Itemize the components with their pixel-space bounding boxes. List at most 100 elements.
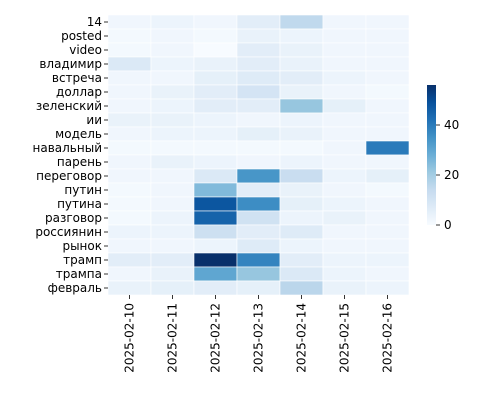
heatmap-cell [322,224,367,240]
heatmap-cell [150,112,195,128]
heatmap-cell [236,98,281,114]
heatmap-cell [365,182,410,198]
heatmap-cell [279,28,324,44]
heatmap-cell [236,14,281,30]
heatmap-cell [279,280,324,296]
heatmap-cell [193,84,238,100]
heatmap-cell [365,266,410,282]
heatmap-cell [193,280,238,296]
heatmap-cell [193,238,238,254]
heatmap-cell [193,266,238,282]
x-tick-label: 2025-02-10 [123,303,137,373]
heatmap-cell [193,140,238,156]
heatmap-cell [236,168,281,184]
heatmap-cell [279,112,324,128]
heatmap-cell [236,70,281,86]
heatmap-cell [107,266,152,282]
heatmap-cell [322,70,367,86]
heatmap-cell [107,196,152,212]
heatmap-cell [322,196,367,212]
heatmap-cell [322,210,367,226]
heatmap-cell [322,84,367,100]
heatmap-cell [193,182,238,198]
heatmap-cell [236,28,281,44]
heatmap-cell [193,252,238,268]
heatmap-cell [279,168,324,184]
y-tick-label: posted [61,29,102,43]
heatmap-cell [107,182,152,198]
heatmap-cell [150,56,195,72]
heatmap-cell [150,126,195,142]
heatmap-cell [236,266,281,282]
heatmap-cell [322,140,367,156]
colorbar-tick-label: 40 [444,118,459,132]
x-tick-label: 2025-02-15 [338,303,352,373]
heatmap-cell [279,84,324,100]
heatmap-cell [322,112,367,128]
heatmap-cell [107,280,152,296]
heatmap-cell [365,280,410,296]
heatmap-cell [279,154,324,170]
heatmap-cell [365,70,410,86]
heatmap-cell [193,98,238,114]
heatmap-cell [236,280,281,296]
heatmap-cell [150,182,195,198]
x-tick-label: 2025-02-16 [381,303,395,373]
heatmap-cell [322,14,367,30]
heatmap-cell [150,196,195,212]
heatmap-cell [322,280,367,296]
heatmap-cell [279,14,324,30]
heatmap-cell [150,266,195,282]
heatmap-cell [322,56,367,72]
heatmap-cell [236,126,281,142]
heatmap-cell [365,210,410,226]
heatmap-cell [107,28,152,44]
heatmap-cell [236,42,281,58]
heatmap-cell [279,56,324,72]
heatmap-cell [322,182,367,198]
heatmap-cell [365,126,410,142]
heatmap-cell [279,70,324,86]
heatmap-cell [150,280,195,296]
heatmap-cell [150,210,195,226]
heatmap-cell [193,42,238,58]
heatmap-cell [322,238,367,254]
heatmap-cell [107,252,152,268]
heatmap-cell [365,168,410,184]
heatmap-cells [107,14,410,296]
heatmap-cell [236,196,281,212]
heatmap-cell [279,140,324,156]
heatmap-cell [279,252,324,268]
y-tick-label: ии [86,113,102,127]
heatmap-cell [365,14,410,30]
y-tick-label: февраль [48,281,102,295]
heatmap-cell [322,266,367,282]
y-tick-label: трампа [56,267,102,281]
heatmap-cell [322,126,367,142]
heatmap-cell [365,252,410,268]
y-tick-label: модель [55,127,102,141]
heatmap-cell [322,154,367,170]
heatmap-cell [150,84,195,100]
colorbar-gradient [427,85,436,225]
heatmap-cell [365,112,410,128]
heatmap-cell [236,210,281,226]
heatmap-cell [193,112,238,128]
y-tick-label: рынок [62,239,102,253]
heatmap-cell [279,182,324,198]
y-tick-label: владимир [39,57,102,71]
heatmap-cell [236,252,281,268]
heatmap-cell [107,112,152,128]
heatmap-cell [365,196,410,212]
heatmap-cell [279,196,324,212]
heatmap-cell [322,42,367,58]
heatmap-cell [193,210,238,226]
heatmap-cell [193,154,238,170]
heatmap-cell [236,154,281,170]
colorbar: 0 20 40 [427,85,459,232]
y-tick-labels: 14postedvideoвладимирвстречадолларзеленс… [33,15,108,295]
heatmap-cell [193,70,238,86]
heatmap-cell [107,42,152,58]
